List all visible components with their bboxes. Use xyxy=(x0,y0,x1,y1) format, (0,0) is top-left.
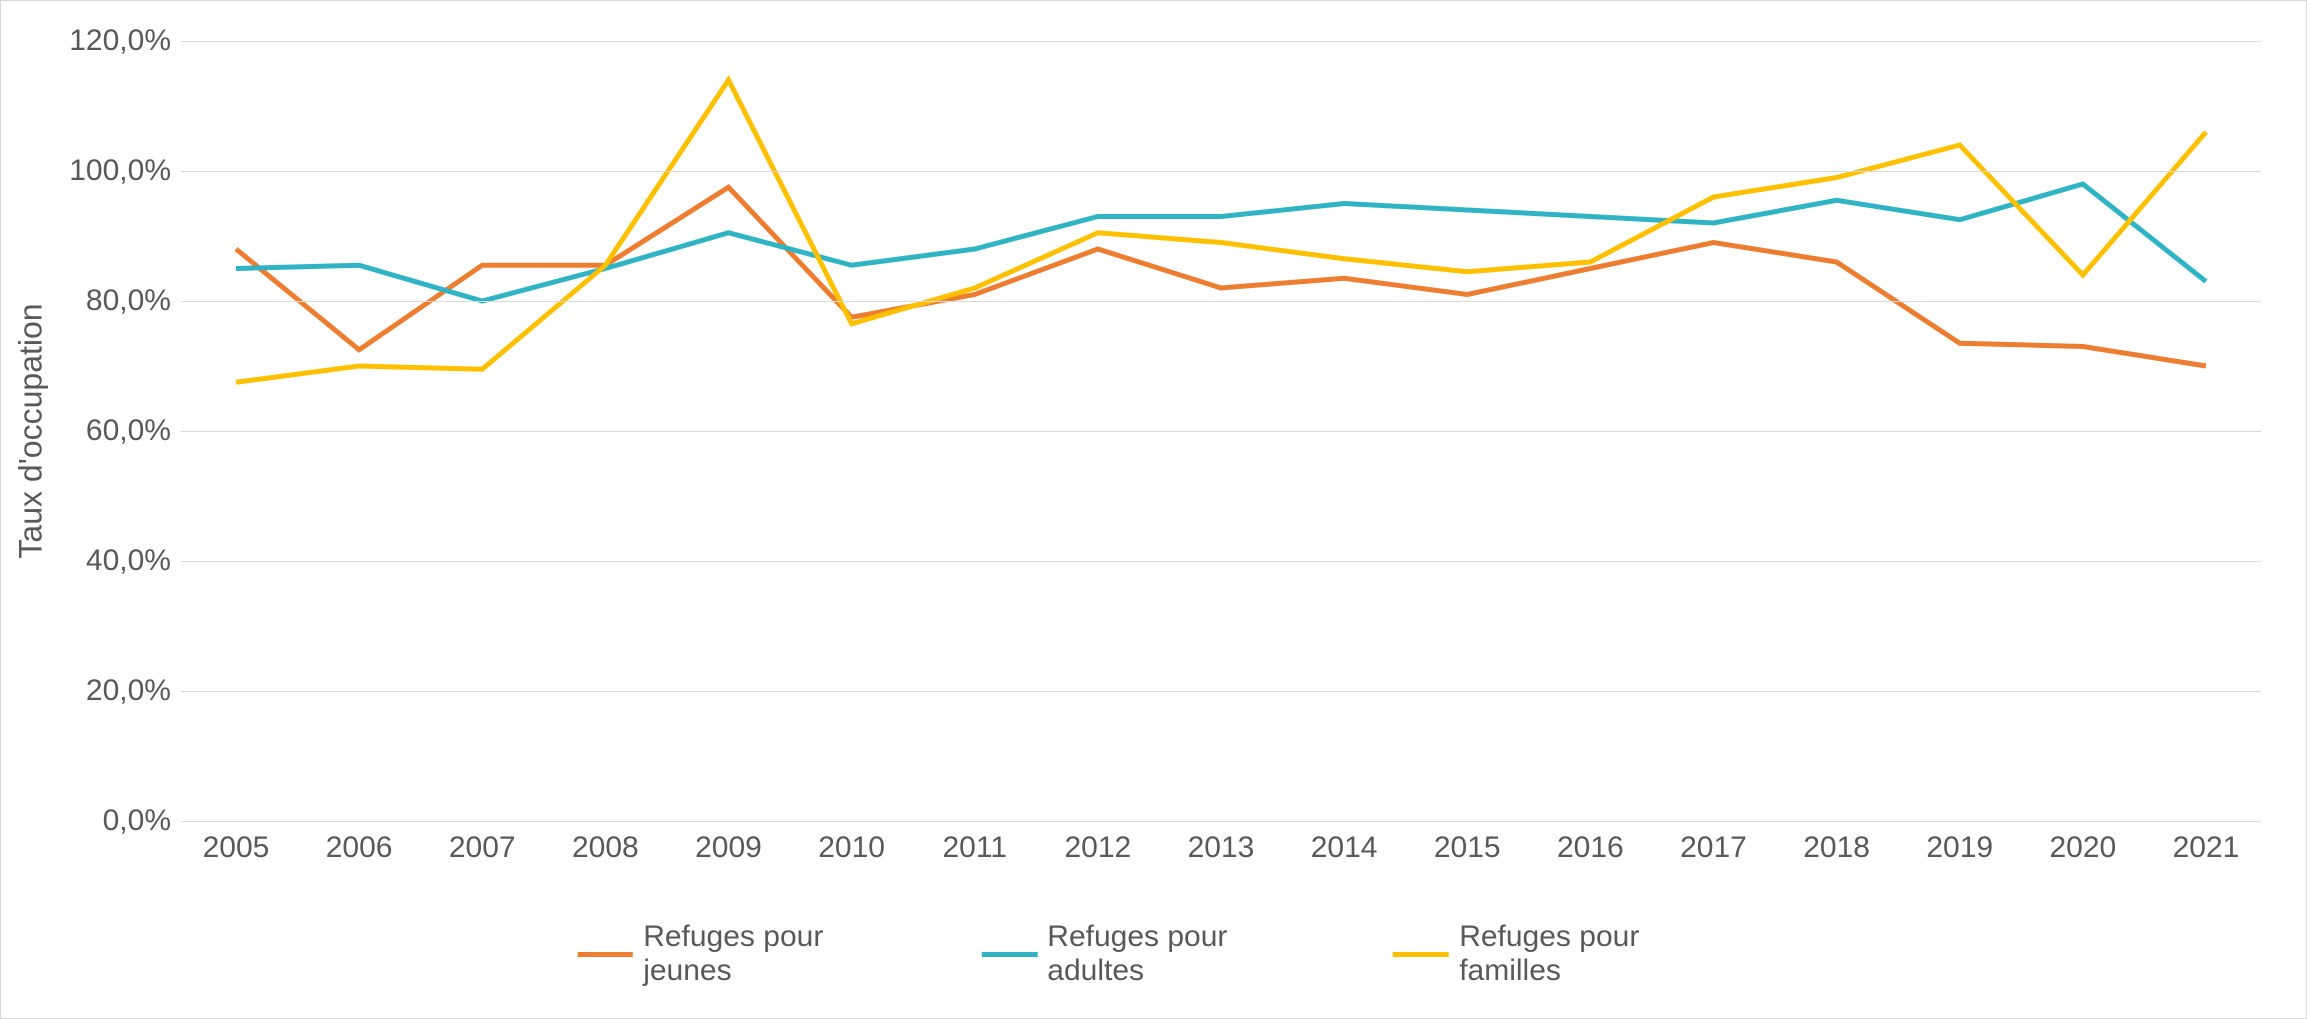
legend-item: Refuges pour familles xyxy=(1393,920,1730,988)
gridline xyxy=(181,691,2261,692)
y-axis-title: Taux d'occupation xyxy=(13,303,50,558)
gridline xyxy=(181,301,2261,302)
x-tick-label: 2021 xyxy=(2173,831,2240,865)
x-tick-label: 2017 xyxy=(1680,831,1747,865)
y-tick-label: 20,0% xyxy=(86,674,171,708)
legend-swatch xyxy=(981,952,1037,957)
x-tick-label: 2013 xyxy=(1188,831,1255,865)
x-tick-label: 2011 xyxy=(942,831,1007,865)
x-tick-label: 2006 xyxy=(326,831,393,865)
legend-swatch xyxy=(577,952,633,957)
legend-item: Refuges pour adultes xyxy=(981,920,1313,988)
x-tick-label: 2015 xyxy=(1434,831,1501,865)
x-tick-label: 2018 xyxy=(1803,831,1870,865)
gridline xyxy=(181,561,2261,562)
chart-legend: Refuges pour jeunes Refuges pour adultes R… xyxy=(577,920,1730,988)
gridline xyxy=(181,821,2261,822)
series-line xyxy=(236,80,2206,382)
occupancy-chart: Taux d'occupation Refuges pour jeunesRef… xyxy=(0,0,2307,1019)
legend-item: Refuges pour jeunes xyxy=(577,920,901,988)
y-tick-label: 60,0% xyxy=(86,414,171,448)
y-tick-label: 0,0% xyxy=(103,804,171,838)
gridline xyxy=(181,171,2261,172)
x-tick-label: 2008 xyxy=(572,831,639,865)
x-tick-label: 2009 xyxy=(695,831,762,865)
y-tick-label: 40,0% xyxy=(86,544,171,578)
x-tick-label: 2016 xyxy=(1557,831,1624,865)
legend-swatch xyxy=(1393,952,1449,957)
x-tick-label: 2014 xyxy=(1311,831,1378,865)
legend-label: Refuges pour adultes xyxy=(1047,920,1313,988)
legend-label: Refuges pour familles xyxy=(1459,920,1730,988)
x-tick-label: 2010 xyxy=(818,831,885,865)
x-tick-label: 2020 xyxy=(2050,831,2117,865)
x-tick-label: 2019 xyxy=(1926,831,1993,865)
x-tick-label: 2007 xyxy=(449,831,516,865)
y-tick-label: 100,0% xyxy=(69,154,171,188)
legend-label: Refuges pour jeunes xyxy=(643,920,901,988)
y-tick-label: 80,0% xyxy=(86,284,171,318)
x-tick-label: 2005 xyxy=(203,831,270,865)
gridline xyxy=(181,41,2261,42)
plot-area xyxy=(181,41,2261,821)
gridline xyxy=(181,431,2261,432)
y-tick-label: 120,0% xyxy=(69,24,171,58)
x-tick-label: 2012 xyxy=(1065,831,1132,865)
